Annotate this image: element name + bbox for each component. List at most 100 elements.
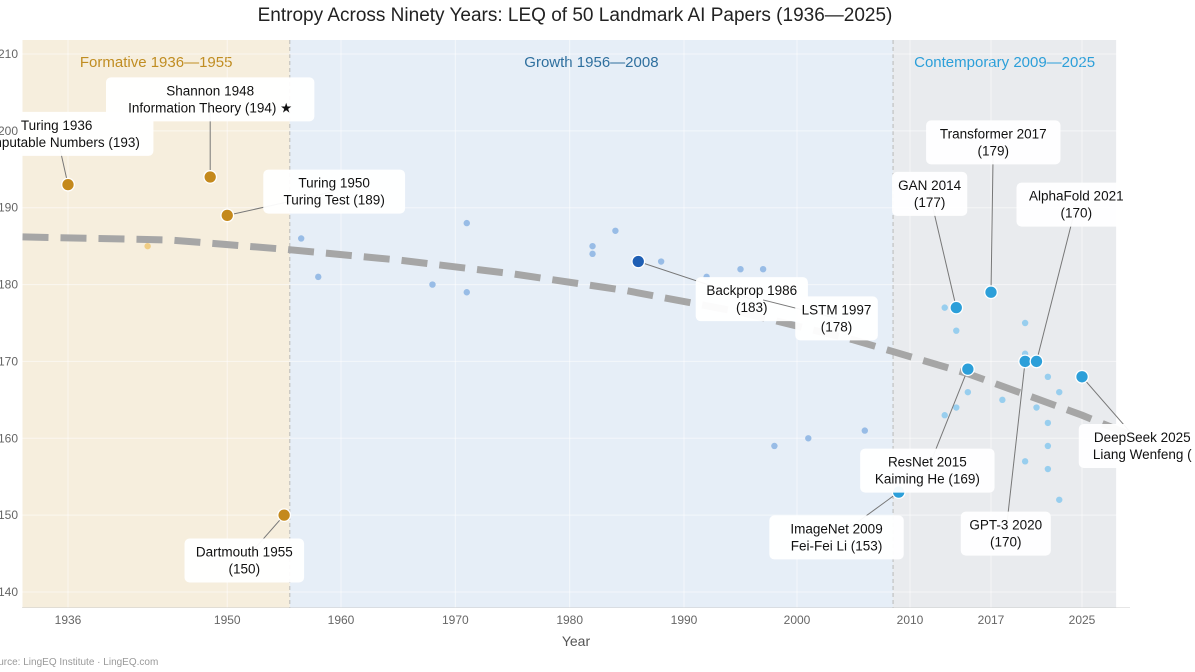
data-point	[941, 412, 948, 419]
annotation-box	[960, 511, 1051, 556]
annotation-label: Computable Numbers (193)	[0, 135, 140, 150]
era-label-0: Formative 1936—1955	[80, 54, 233, 71]
y-tick-label: 150	[0, 508, 18, 522]
x-tick-label: 2025	[1069, 613, 1096, 627]
trend-line	[22, 233, 1129, 437]
annotation-label: Information Theory (194) ★	[128, 100, 292, 115]
annotation-label: (179)	[978, 143, 1010, 158]
highlight-point	[61, 177, 75, 192]
data-point	[759, 266, 767, 273]
data-point	[1044, 442, 1052, 450]
data-point	[953, 404, 960, 411]
data-point	[144, 242, 151, 250]
annotation-box	[105, 77, 315, 122]
highlight-point	[1075, 369, 1089, 384]
era-label-1: Growth 1956—2008	[524, 54, 658, 71]
annotation-label: (170)	[990, 535, 1022, 550]
annotation-label: Shannon 1948	[166, 83, 254, 98]
data-point	[1056, 496, 1063, 503]
highlight-point	[1029, 354, 1044, 369]
annotation-label: Kaiming He (169)	[875, 472, 980, 487]
annotation-label: Fei-Fei Li (153)	[791, 538, 883, 553]
source-note: Source: LingEQ Institute · LingEQ.com	[0, 657, 158, 668]
chart-title: Entropy Across Ninety Years: LEQ of 50 L…	[258, 5, 893, 26]
annotation-box	[1016, 182, 1137, 227]
annotation-label: Transformer 2017	[940, 126, 1047, 141]
annotation-box	[1078, 423, 1195, 468]
x-tick-label: 1950	[214, 613, 241, 627]
y-tick-label: 180	[0, 278, 18, 292]
annotation-label: DeepSeek 2025	[1094, 430, 1191, 445]
data-point	[941, 304, 948, 311]
annotation-box	[695, 277, 808, 322]
data-points	[144, 219, 1063, 503]
data-point	[1021, 319, 1029, 327]
x-tick-label: 1980	[556, 613, 583, 627]
x-tick-label: 1990	[671, 613, 698, 627]
y-tick-label: 140	[0, 585, 18, 599]
annotation-box	[892, 171, 968, 216]
y-tick-label: 190	[0, 201, 18, 215]
highlight-point	[203, 170, 218, 184]
annotation-box	[860, 448, 995, 493]
data-point	[463, 289, 470, 296]
y-tick-label: 170	[0, 354, 18, 368]
data-point	[1044, 373, 1052, 380]
annotation-label: Dartmouth 1955	[196, 544, 293, 559]
annotation-label: (183)	[736, 300, 768, 315]
highlight-point	[949, 300, 964, 315]
annotations: Turing 1936 Computable Numbers (193) Shann…	[0, 77, 1195, 583]
annotation-label: (170)	[1061, 206, 1093, 221]
annotation-label: LSTM 1997	[802, 302, 872, 317]
annotation-box	[0, 111, 154, 156]
data-point	[861, 427, 868, 434]
x-tick-label: 2000	[784, 613, 811, 627]
annotation-label: Turing 1936	[21, 118, 93, 133]
annotation-label: AlphaFold 2021	[1029, 189, 1124, 204]
data-point	[999, 396, 1006, 404]
annotation-label: Backprop 1986	[706, 283, 797, 298]
annotation-leader	[1005, 361, 1026, 534]
data-point	[964, 388, 972, 396]
annotation-box	[263, 169, 406, 214]
y-tick-label: 160	[0, 431, 18, 445]
annotation-box	[184, 538, 305, 583]
highlight-point	[277, 508, 292, 523]
data-point	[771, 442, 778, 450]
highlight-point	[220, 208, 235, 223]
annotation-label: (178)	[821, 319, 853, 334]
annotation-box	[769, 515, 904, 560]
data-point	[589, 242, 596, 250]
annotation-box	[795, 296, 878, 341]
x-tick-label: 1960	[328, 613, 355, 627]
data-point	[589, 250, 596, 258]
y-tick-label: 210	[0, 47, 18, 61]
annotation-label: Turing Test (189)	[284, 193, 385, 208]
annotation-label: Turing 1950	[298, 176, 370, 191]
x-tick-label: 1970	[442, 613, 469, 627]
annotation-label: ResNet 2015	[888, 455, 967, 470]
data-point	[429, 281, 436, 288]
annotation-leader	[1036, 204, 1077, 362]
data-point	[1033, 404, 1040, 411]
trend-dashed-line	[22, 233, 1129, 437]
data-point	[463, 219, 470, 227]
annotation-box	[926, 120, 1061, 165]
data-point	[315, 273, 322, 281]
annotation-label: (177)	[914, 195, 946, 210]
x-tick-label: 2010	[897, 613, 924, 627]
annotation-label: Liang Wenfeng (	[1093, 447, 1192, 462]
data-point	[1056, 388, 1063, 396]
data-point	[1044, 419, 1052, 427]
data-point	[805, 435, 812, 442]
annotation-label: ImageNet 2009	[790, 521, 882, 536]
data-point	[297, 235, 305, 242]
y-tick-label: 200	[0, 124, 18, 138]
highlight-point	[984, 285, 998, 300]
x-axis-label: Year	[562, 633, 591, 649]
highlight-point	[960, 362, 975, 377]
annotation-label: GAN 2014	[898, 178, 962, 193]
highlight-point	[631, 254, 646, 269]
annotation-leader	[990, 142, 994, 293]
